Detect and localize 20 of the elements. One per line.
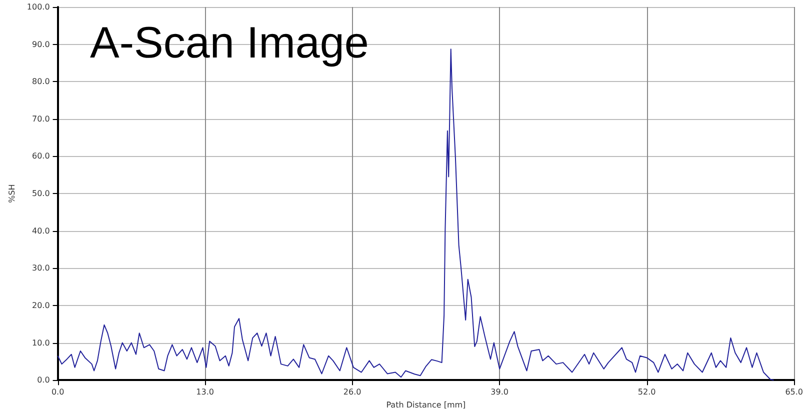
chart-title: A-Scan Image (90, 18, 369, 68)
y-tick-label: 50.0 (32, 189, 50, 198)
x-tick-label: 65.0 (785, 388, 803, 397)
y-tick-label: 0.0 (37, 376, 50, 385)
y-tick-label: 40.0 (32, 226, 50, 236)
x-tick-label: 0.0 (51, 388, 64, 397)
y-tick-label: 80.0 (32, 77, 50, 86)
x-tick-label: 13.0 (196, 388, 214, 397)
x-tick-label: 26.0 (343, 388, 362, 397)
y-axis-title: %SH (8, 184, 16, 203)
x-axis-title: Path Distance [mm] (386, 400, 466, 410)
y-tick-label: 70.0 (32, 114, 50, 124)
y-tick-label: 60.0 (32, 152, 50, 161)
x-tick-label: 39.0 (490, 388, 508, 397)
y-tick-label: 10.0 (32, 338, 50, 348)
x-tick-label: 52.0 (638, 388, 656, 397)
y-tick-label: 30.0 (32, 264, 50, 273)
y-tick-label: 100.0 (26, 2, 50, 12)
y-tick-label: 20.0 (32, 300, 50, 310)
y-tick-label: 90.0 (32, 40, 50, 49)
